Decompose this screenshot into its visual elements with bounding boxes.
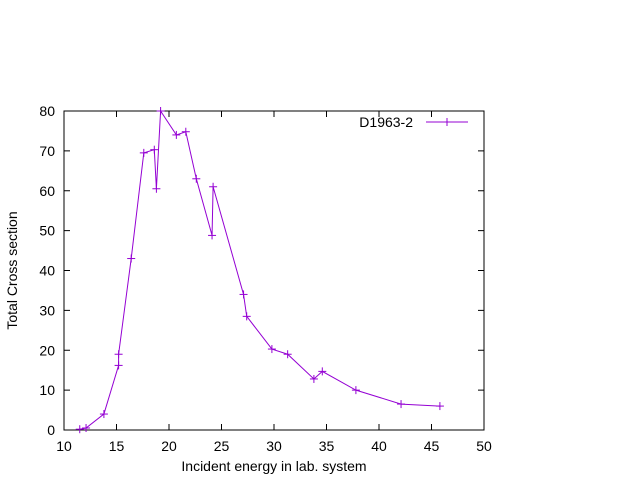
y-tick-label: 60 (39, 183, 55, 199)
y-tick-label: 50 (39, 223, 55, 239)
data-point (172, 130, 181, 139)
series-layer (75, 107, 444, 434)
y-tick-label: 20 (39, 342, 55, 358)
data-point (242, 312, 251, 321)
data-point (139, 148, 148, 157)
data-point (156, 107, 165, 115)
x-tick-label: 25 (214, 438, 230, 454)
data-point (318, 367, 327, 376)
y-tick-label: 0 (47, 422, 55, 438)
data-point (82, 424, 91, 433)
x-tick-label: 10 (56, 438, 72, 454)
data-point (150, 145, 159, 154)
y-tick-label: 40 (39, 263, 55, 279)
legend: D1963-2 (359, 114, 468, 130)
series-line (79, 109, 440, 430)
ticks-layer (63, 110, 485, 431)
x-tick-label: 20 (161, 438, 177, 454)
x-tick-label: 35 (319, 438, 335, 454)
data-point (181, 127, 190, 136)
data-point (208, 231, 217, 240)
legend-marker (443, 118, 451, 126)
data-point (99, 410, 108, 419)
data-point (239, 290, 248, 299)
x-tick-label: 30 (266, 438, 282, 454)
data-point (397, 400, 406, 409)
data-point (192, 174, 201, 183)
x-tick-label: 15 (109, 438, 125, 454)
plot-frame (63, 110, 485, 431)
data-point (75, 425, 84, 434)
y-tick-label: 30 (39, 302, 55, 318)
data-point (127, 254, 136, 263)
x-tick-label: 40 (371, 438, 387, 454)
data-point (114, 361, 123, 370)
data-point (283, 350, 292, 359)
y-axis-label: Total Cross section (4, 211, 20, 329)
data-point (309, 374, 318, 383)
legend-marker-plus (443, 118, 451, 126)
legend-label: D1963-2 (359, 114, 413, 130)
x-tick-label: 45 (424, 438, 440, 454)
data-point (435, 402, 444, 411)
y-tick-label: 70 (39, 143, 55, 159)
y-tick-label: 80 (39, 103, 55, 119)
x-axis-label: Incident energy in lab. system (181, 458, 366, 474)
data-point (152, 184, 161, 193)
y-tick-label: 10 (39, 382, 55, 398)
data-point (267, 345, 276, 354)
data-point (209, 182, 218, 191)
x-tick-label: 50 (476, 438, 492, 454)
data-point (114, 350, 123, 359)
data-point (351, 386, 360, 395)
